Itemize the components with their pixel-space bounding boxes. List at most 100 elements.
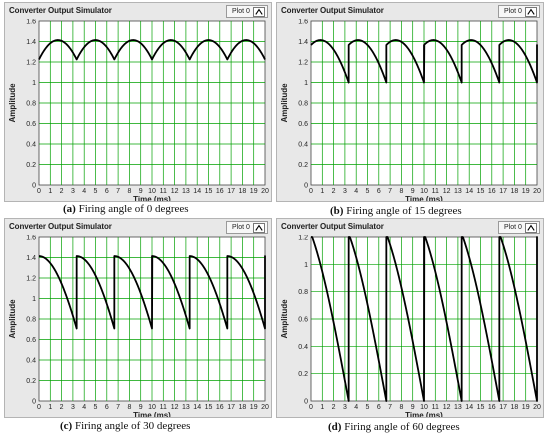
- x-tick-label: 9: [411, 188, 415, 195]
- x-tick-label: 12: [443, 188, 451, 195]
- caption-text: Firing angle of 15 degrees: [343, 205, 462, 217]
- y-axis-label: Amplitude: [280, 299, 289, 339]
- x-tick-label: 18: [239, 188, 247, 195]
- y-axis-label: Amplitude: [280, 83, 289, 123]
- series-trace: [310, 236, 538, 402]
- x-axis-label: Time (ms): [133, 411, 171, 418]
- x-tick-label: 6: [377, 188, 381, 195]
- x-tick-label: 4: [82, 188, 86, 195]
- x-axis-label: Time (ms): [133, 195, 171, 202]
- y-axis-label: Amplitude: [8, 83, 17, 123]
- y-tick-label: 0.6: [298, 317, 308, 324]
- x-tick-label: 17: [227, 404, 235, 411]
- x-tick-label: 13: [182, 404, 190, 411]
- x-tick-label: 4: [354, 404, 358, 411]
- x-tick-label: 17: [499, 188, 507, 195]
- x-axis-label: Time (ms): [405, 195, 443, 202]
- y-tick-label: 1.6: [26, 19, 36, 26]
- y-tick-label: 1.2: [26, 60, 36, 67]
- x-tick-label: 19: [250, 404, 258, 411]
- y-tick-label: 1.4: [26, 255, 36, 262]
- x-tick-label: 6: [105, 188, 109, 195]
- x-tick-label: 9: [139, 188, 143, 195]
- y-tick-label: 0: [32, 183, 36, 190]
- caption-text: Firing angle of 60 degrees: [341, 421, 460, 433]
- x-tick-label: 13: [454, 188, 462, 195]
- caption-letter: (b): [330, 205, 344, 217]
- y-tick-label: 1.6: [298, 19, 308, 26]
- y-tick-label: 1: [304, 262, 308, 269]
- figure-caption-d: (d) Firing angle of 60 degrees: [328, 421, 460, 433]
- series-trace: [38, 39, 266, 61]
- x-tick-label: 13: [454, 404, 462, 411]
- x-tick-label: 15: [205, 404, 213, 411]
- x-tick-label: 0: [37, 188, 41, 195]
- x-tick-label: 14: [465, 404, 473, 411]
- y-tick-label: 0.8: [298, 289, 308, 296]
- x-tick-label: 18: [511, 404, 519, 411]
- figure-caption-a: (a) Firing angle of 0 degrees: [63, 203, 189, 215]
- plot-legend-button[interactable]: Plot 0: [226, 5, 268, 18]
- x-tick-label: 12: [443, 404, 451, 411]
- y-tick-label: 1.2: [298, 235, 308, 242]
- y-tick-label: 0.4: [26, 142, 36, 149]
- chart-plot-area: 0 1 2 3 4 5 6 7 8 9 10 11 12 13 14 15 16 17 18 19 2000.20.40…: [8, 235, 269, 418]
- x-tick-label: 2: [332, 188, 336, 195]
- x-tick-label: 11: [432, 188, 439, 195]
- x-axis-label: Time (ms): [405, 411, 443, 418]
- x-tick-label: 19: [522, 404, 530, 411]
- caption-letter: (a): [63, 203, 76, 215]
- plot-legend-label: Plot 0: [232, 224, 250, 231]
- caption-text: Firing angle of 0 degrees: [75, 203, 189, 215]
- plot-line-icon: [253, 6, 265, 17]
- x-tick-label: 12: [171, 404, 179, 411]
- x-tick-label: 16: [216, 188, 224, 195]
- x-tick-label: 14: [193, 404, 201, 411]
- y-tick-label: 0.2: [26, 378, 36, 385]
- y-tick-label: 0.8: [26, 317, 36, 324]
- x-tick-label: 8: [399, 404, 403, 411]
- y-tick-label: 0.2: [298, 371, 308, 378]
- x-tick-label: 2: [60, 404, 64, 411]
- y-tick-label: 0.8: [298, 101, 308, 108]
- x-tick-label: 1: [320, 188, 324, 195]
- x-tick-label: 7: [388, 404, 392, 411]
- x-tick-label: 1: [48, 404, 52, 411]
- caption-text: Firing angle of 30 degrees: [72, 420, 191, 432]
- y-tick-label: 0.4: [26, 358, 36, 365]
- x-tick-label: 20: [261, 404, 269, 411]
- x-tick-label: 16: [488, 188, 496, 195]
- y-tick-label: 0.4: [298, 344, 308, 351]
- y-tick-label: 0: [304, 183, 308, 190]
- x-tick-label: 9: [411, 404, 415, 411]
- series-trace: [38, 255, 266, 330]
- x-tick-label: 0: [309, 404, 313, 411]
- x-tick-label: 5: [94, 188, 98, 195]
- chart-plot-area: 0 1 2 3 4 5 6 7 8 9 10 11 12 13 14 15 16 17 18 19 2000.20.40…: [8, 19, 269, 202]
- x-tick-label: 20: [533, 404, 541, 411]
- y-tick-label: 0: [32, 399, 36, 406]
- x-tick-label: 11: [160, 404, 167, 411]
- x-tick-label: 10: [148, 404, 156, 411]
- figure-caption-b: (b) Firing angle of 15 degrees: [330, 205, 462, 217]
- x-tick-label: 16: [488, 404, 496, 411]
- x-tick-label: 14: [465, 188, 473, 195]
- plot-legend-button[interactable]: Plot 0: [226, 221, 268, 234]
- x-tick-label: 5: [94, 404, 98, 411]
- x-tick-label: 4: [82, 404, 86, 411]
- y-tick-label: 0.8: [26, 101, 36, 108]
- chart-plot-area: 0 1 2 3 4 5 6 7 8 9 10 11 12 13 14 15 16 17 18 19 2000.20.40…: [280, 235, 541, 418]
- x-tick-label: 3: [71, 404, 75, 411]
- plot-legend-button[interactable]: Plot 0: [498, 221, 540, 234]
- x-tick-label: 11: [432, 404, 439, 411]
- plot-legend-button[interactable]: Plot 0: [498, 5, 540, 18]
- x-tick-label: 13: [182, 188, 190, 195]
- x-tick-label: 15: [477, 188, 485, 195]
- x-tick-label: 8: [127, 404, 131, 411]
- x-tick-label: 9: [139, 404, 143, 411]
- y-tick-label: 1: [304, 80, 308, 87]
